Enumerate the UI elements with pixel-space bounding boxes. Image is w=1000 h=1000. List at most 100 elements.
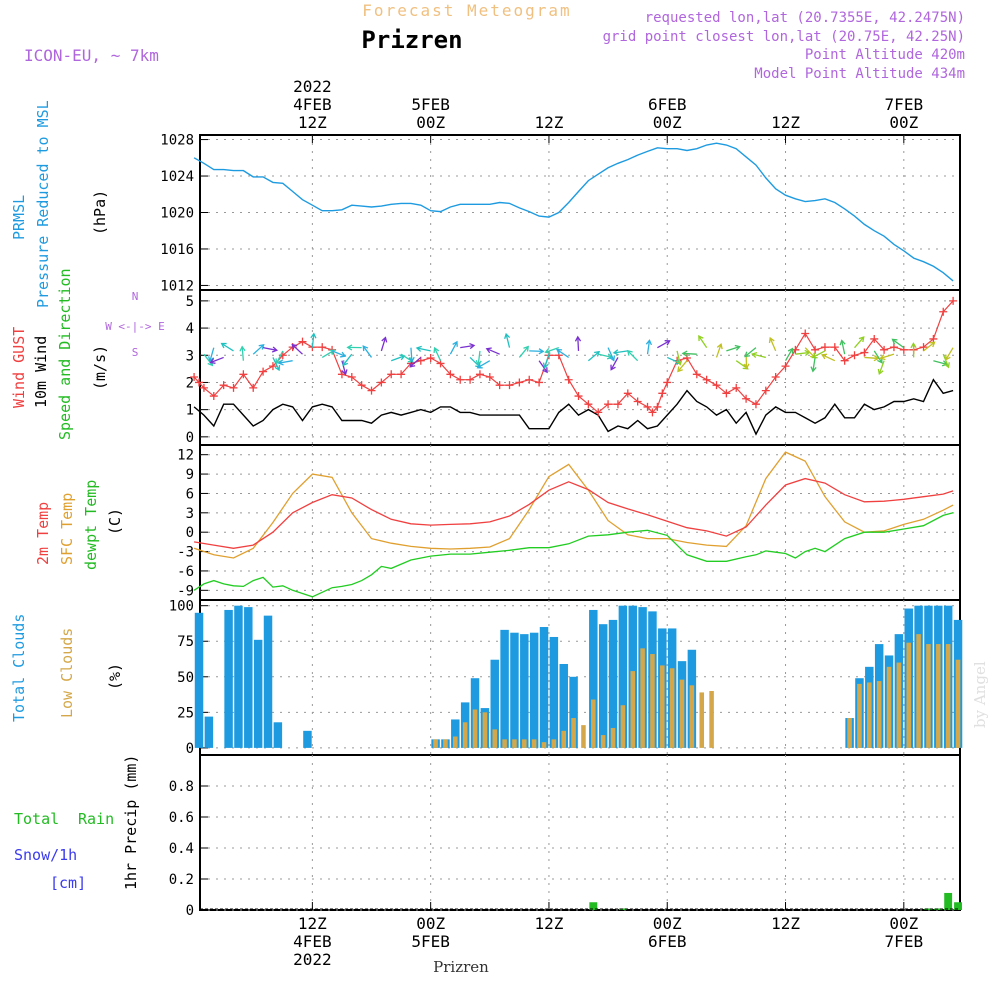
wind-direction-arrow <box>820 353 836 362</box>
arrow-head <box>681 350 688 357</box>
arrow-shaft <box>677 360 688 372</box>
arrow-shaft <box>460 344 475 349</box>
arrow-head <box>485 347 492 354</box>
precip-unit-label: 1hr Precip (mm) <box>122 755 140 890</box>
gust-marker <box>584 400 593 409</box>
wind-direction-arrow <box>342 353 353 367</box>
low-cloud-bar <box>660 665 665 748</box>
gust-marker <box>830 343 839 352</box>
arrow-shaft <box>854 336 865 349</box>
arrow-head <box>274 364 281 372</box>
arrow-shaft <box>726 345 740 352</box>
arrow-head <box>329 349 336 355</box>
arrow-shaft <box>880 353 895 359</box>
ytick-label-1-3: 3 <box>186 348 194 364</box>
arrow-shaft <box>380 337 387 352</box>
wind-direction-arrow <box>879 353 895 361</box>
arrow-head <box>768 336 775 344</box>
arrow-shaft <box>682 352 697 355</box>
arrow-shaft <box>545 347 560 353</box>
low-cloud-bar <box>620 705 626 748</box>
rain-bar <box>589 902 598 910</box>
celsius-unit-label: (C) <box>106 508 124 535</box>
ytick-label-0-3: 1024 <box>160 169 194 185</box>
total-cloud-bar <box>224 609 233 748</box>
wind-direction-arrow <box>380 336 388 352</box>
total-label: Total <box>14 810 59 828</box>
wind-direction-arrow <box>529 348 545 355</box>
arrow-shaft <box>715 343 722 358</box>
arrow-shaft <box>416 347 431 352</box>
gust-marker <box>712 381 721 390</box>
gust-marker <box>195 378 204 387</box>
low-cloud-bar <box>591 699 596 748</box>
arrow-shaft <box>241 346 245 361</box>
arrow-shaft <box>892 338 905 349</box>
temp-2m-label: 2m Temp <box>34 502 52 565</box>
low-cloud-bar <box>453 736 458 748</box>
arrow-head <box>408 356 415 363</box>
low-cloud-bar <box>443 739 448 748</box>
gust-marker <box>682 353 691 362</box>
low-cloud-bar <box>867 682 872 748</box>
ytick-label-3-1: 25 <box>177 705 194 721</box>
wind-direction-arrow <box>220 342 234 352</box>
gust-marker <box>199 383 208 392</box>
arrow-shaft <box>331 350 346 357</box>
time-label-top-3-1: 00Z <box>653 113 682 132</box>
time-label-top-0-2: 12Z <box>298 113 327 132</box>
arrow-head <box>810 366 817 373</box>
wind-direction-arrow <box>607 347 616 362</box>
time-label-top-2-0: 12Z <box>534 113 563 132</box>
arrow-head <box>208 356 215 363</box>
gust-marker <box>870 334 879 343</box>
arrow-head <box>310 332 317 339</box>
ytick-label-2-2: -3 <box>177 545 194 561</box>
wind-direction-arrow <box>208 347 215 363</box>
arrow-shaft <box>627 350 639 362</box>
gust-marker <box>318 343 327 352</box>
low-cloud-bar <box>522 739 527 748</box>
time-label-top-1-0: 5FEB <box>411 95 450 114</box>
arrow-head <box>415 345 422 352</box>
arrow-head <box>891 338 898 345</box>
temp-2m-line <box>193 477 954 549</box>
arrow-shaft <box>607 347 615 361</box>
wind-gust-label: Wind GUST <box>10 327 28 408</box>
low-cloud-bar <box>679 679 685 748</box>
low-cloud-bar <box>650 654 655 748</box>
wind-direction-arrow <box>362 345 373 358</box>
arrow-head <box>291 343 298 350</box>
wind-direction-arrow <box>476 360 491 369</box>
arrow-shaft <box>342 353 353 366</box>
ytick-label-2-6: 9 <box>186 467 194 483</box>
gust-marker <box>515 378 524 387</box>
ytick-label-3-0: 0 <box>186 741 194 757</box>
hpa-unit-label: (hPa) <box>91 190 109 235</box>
arrow-shaft <box>477 360 491 369</box>
wind-direction-arrow <box>726 344 741 352</box>
gust-marker <box>653 402 662 411</box>
ytick-label-2-1: -6 <box>177 564 194 580</box>
gust-marker <box>648 408 657 417</box>
rain-bar <box>924 908 933 910</box>
low-cloud-bar <box>916 634 921 748</box>
arrow-shaft <box>752 353 766 359</box>
arrow-head <box>209 358 216 364</box>
total-cloud-bar <box>520 634 529 748</box>
gust-marker <box>692 370 701 379</box>
ytick-label-4-3: 0.6 <box>169 810 194 826</box>
gust-marker <box>781 362 790 371</box>
arrow-shaft <box>812 350 826 359</box>
gust-marker <box>219 381 228 390</box>
wind-direction-arrow <box>854 336 865 349</box>
wind-direction-arrow <box>811 350 826 359</box>
arrow-head <box>542 367 548 374</box>
low-cloud-bar <box>541 742 547 748</box>
low-cloud-bar <box>955 659 961 748</box>
arrow-shaft <box>676 350 681 365</box>
wind-direction-arrow <box>485 347 500 355</box>
gust-marker <box>426 353 435 362</box>
total-cloud-bar <box>539 627 549 748</box>
time-label-top-3-0: 6FEB <box>648 95 687 114</box>
